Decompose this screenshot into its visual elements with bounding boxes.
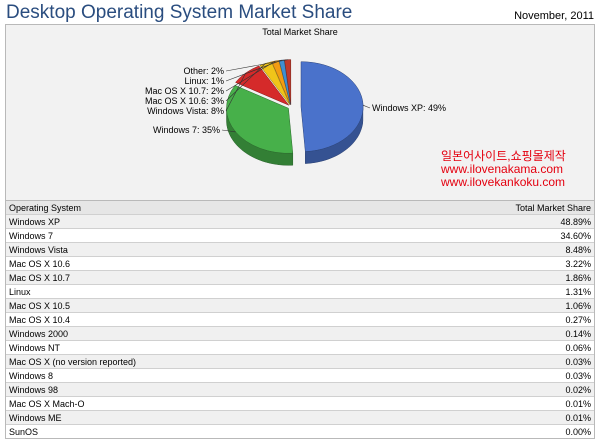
share-value-cell: 0.27% [565, 315, 591, 325]
watermark: 일본어사이트,쇼핑몰제작 www.ilovenakama.com www.ilo… [441, 150, 566, 189]
os-name-cell: Mac OS X 10.7 [9, 273, 71, 283]
share-value-cell: 3.22% [565, 259, 591, 269]
share-value-cell: 0.03% [565, 357, 591, 367]
table-row: Windows ME 0.01% [6, 410, 594, 424]
column-header-share[interactable]: Total Market Share [515, 203, 591, 213]
os-name-cell: Windows NT [9, 343, 61, 353]
share-value-cell: 0.03% [565, 371, 591, 381]
os-name-cell: Mac OS X 10.6 [9, 259, 71, 269]
share-value-cell: 1.06% [565, 301, 591, 311]
share-value-cell: 1.86% [565, 273, 591, 283]
table-row: Windows XP 48.89% [6, 214, 594, 228]
pie-slice-label: Windows XP: 49% [372, 103, 446, 113]
os-name-cell: SunOS [9, 427, 39, 437]
os-name-cell: Windows 98 [9, 385, 59, 395]
pie-label-leader-line [362, 104, 371, 109]
pie-label-leader-line [225, 59, 282, 82]
watermark-line-1: 일본어사이트,쇼핑몰제작 [441, 149, 566, 163]
share-value-cell: 8.48% [565, 245, 591, 255]
table-row: Windows 2000 0.14% [6, 326, 594, 340]
table-row: Linux 1.31% [6, 284, 594, 298]
share-value-cell: 0.01% [565, 413, 591, 423]
pie-slice-label: Other: 2% [183, 66, 224, 76]
report-date: November, 2011 [514, 10, 594, 22]
os-name-cell: Mac OS X (no version reported) [9, 357, 137, 367]
table-row: Windows 8 0.03% [6, 368, 594, 382]
share-value-cell: 34.60% [560, 231, 591, 241]
os-name-cell: Linux [9, 287, 31, 297]
pie-slice-label: Windows 7: 35% [153, 125, 220, 135]
pie-slice-label: Mac OS X 10.6: 3% [145, 96, 224, 106]
os-name-cell: Windows 2000 [9, 329, 69, 339]
table-row: Windows 98 0.02% [6, 382, 594, 396]
table-row: Windows 7 34.60% [6, 228, 594, 242]
table-row: Mac OS X 10.7 1.86% [6, 270, 594, 284]
table-header-row: Operating System Total Market Share [6, 200, 594, 214]
watermark-link-1[interactable]: www.ilovenakama.com [441, 162, 564, 176]
chart-panel: Total Market Share Windows XP: 49% Window… [5, 24, 595, 202]
pie-slice[interactable] [226, 85, 294, 154]
share-value-cell: 0.06% [565, 343, 591, 353]
watermark-link-2[interactable]: www.ilovekankoku.com [441, 175, 566, 189]
pie-slice-label: Windows Vista: 8% [147, 106, 224, 116]
os-name-cell: Windows Vista [9, 245, 68, 255]
share-value-cell: 0.00% [565, 427, 591, 437]
table-row: SunOS 0.00% [6, 424, 594, 438]
table-row: Mac OS X 10.4 0.27% [6, 312, 594, 326]
table-row: Mac OS X 10.5 1.06% [6, 298, 594, 312]
os-name-cell: Mac OS X 10.5 [9, 301, 71, 311]
table-row: Mac OS X (no version reported) 0.03% [6, 354, 594, 368]
pie-slice-label: Mac OS X 10.7: 2% [145, 86, 224, 96]
share-value-cell: 0.14% [565, 329, 591, 339]
os-name-cell: Mac OS X 10.4 [9, 315, 71, 325]
share-value-cell: 1.31% [565, 287, 591, 297]
table-row: Mac OS X Mach-O 0.01% [6, 396, 594, 410]
table-row: Windows NT 0.06% [6, 340, 594, 354]
pie-slice[interactable] [259, 61, 291, 105]
pie-label-leader-line [225, 60, 276, 92]
os-name-cell: Windows ME [9, 413, 62, 423]
table-row: Mac OS X 10.6 3.22% [6, 256, 594, 270]
os-name-cell: Windows 8 [9, 371, 54, 381]
pie-slice-label: Linux: 1% [184, 76, 224, 86]
os-name-cell: Windows 7 [9, 231, 54, 241]
page-title: Desktop Operating System Market Share [6, 2, 353, 23]
market-share-table: Operating System Total Market Share Wind… [5, 200, 595, 439]
chart-title: Total Market Share [262, 27, 338, 37]
share-value-cell: 0.02% [565, 385, 591, 395]
column-header-os[interactable]: Operating System [9, 203, 82, 213]
share-value-cell: 0.01% [565, 399, 591, 409]
pie-chart: Total Market Share Windows XP: 49% Window… [145, 27, 446, 166]
pie-label-leader-line [221, 129, 236, 133]
os-name-cell: Mac OS X Mach-O [9, 399, 85, 409]
share-value-cell: 48.89% [560, 217, 591, 227]
table-row: Windows Vista 8.48% [6, 242, 594, 256]
pie-label-leader-line [225, 59, 288, 72]
pie-label-leader-line [225, 63, 266, 102]
os-name-cell: Windows XP [9, 217, 61, 227]
